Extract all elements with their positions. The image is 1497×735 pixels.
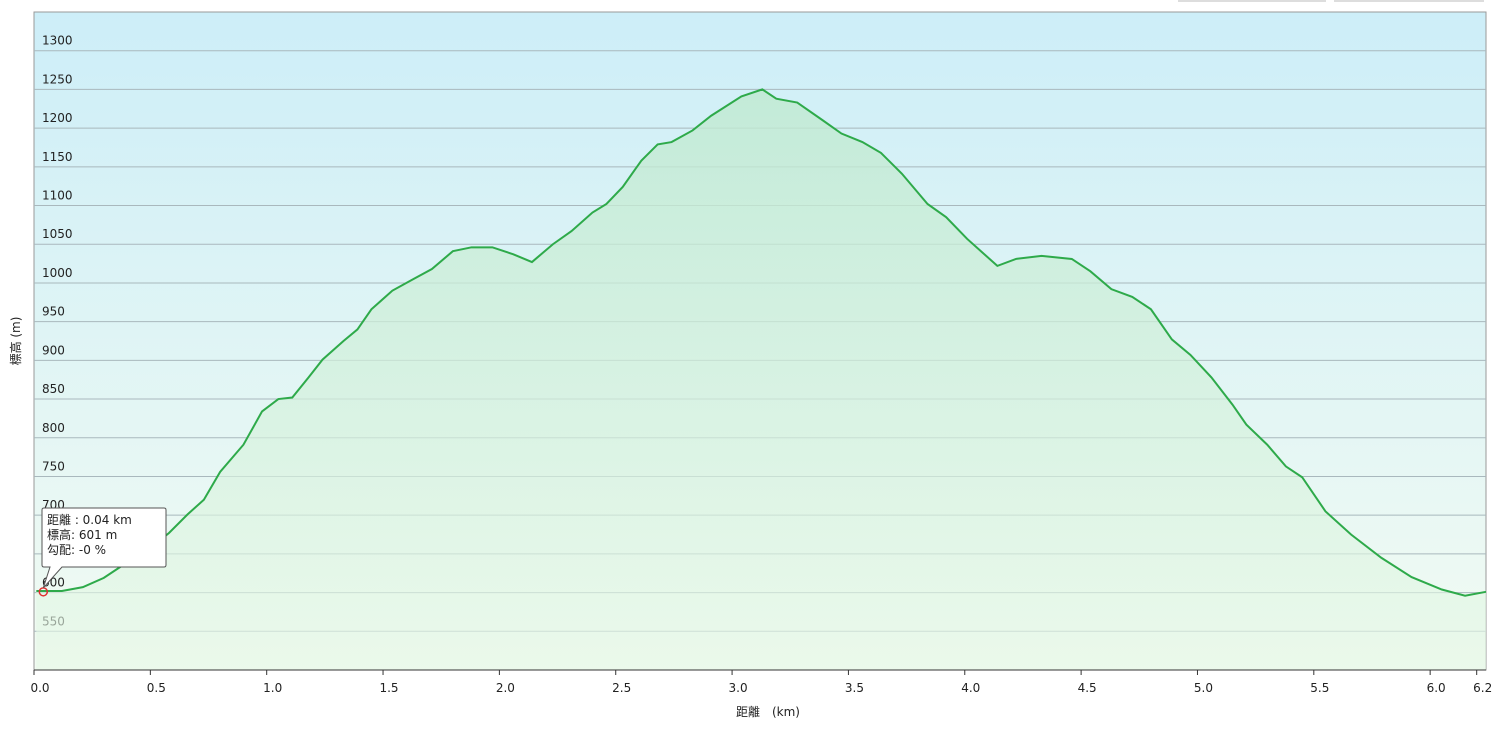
x-tick-label: 6.0 <box>1427 681 1446 695</box>
x-tick-label: 6.2 <box>1473 681 1492 695</box>
x-tick-label: 1.0 <box>263 681 282 695</box>
x-tick-label: 4.5 <box>1078 681 1097 695</box>
toolbar-button[interactable] <box>1334 0 1484 2</box>
y-tick-label: 900 <box>42 343 65 357</box>
x-tick-label: 0.0 <box>30 681 49 695</box>
tooltip-line: 勾配: -0 % <box>47 543 106 557</box>
y-tick-label: 1200 <box>42 111 73 125</box>
x-tick-label: 1.5 <box>379 681 398 695</box>
y-tick-label: 1250 <box>42 72 73 86</box>
tooltip-line: 標高: 601 m <box>47 527 117 542</box>
x-tick-label: 4.0 <box>961 681 980 695</box>
y-tick-label: 750 <box>42 459 65 473</box>
y-tick-label: 1100 <box>42 189 73 203</box>
y-tick-label: 1150 <box>42 150 73 164</box>
y-tick-label: 1300 <box>42 34 73 48</box>
x-tick-label: 5.0 <box>1194 681 1213 695</box>
tooltip-box <box>41 507 167 589</box>
x-tick-label: 2.0 <box>496 681 515 695</box>
tooltip-line: 距離 : 0.04 km <box>47 513 132 527</box>
elevation-area <box>36 89 1487 671</box>
x-tick-label: 3.5 <box>845 681 864 695</box>
y-tick-label: 1050 <box>42 227 73 241</box>
x-tick-label: 3.0 <box>729 681 748 695</box>
y-tick-label: 850 <box>42 382 65 396</box>
x-tick-label: 0.5 <box>147 681 166 695</box>
y-tick-label: 950 <box>42 305 65 319</box>
y-tick-label: 800 <box>42 421 65 435</box>
toolbar-button[interactable] <box>1178 0 1326 2</box>
x-tick-label: 2.5 <box>612 681 631 695</box>
y-axis-title: 標高 (m) <box>8 317 23 366</box>
x-tick-label: 5.5 <box>1310 681 1329 695</box>
y-tick-label: 1000 <box>42 266 73 280</box>
elevation-line <box>36 88 1487 597</box>
x-axis-title: 距離 (km) <box>736 705 800 719</box>
